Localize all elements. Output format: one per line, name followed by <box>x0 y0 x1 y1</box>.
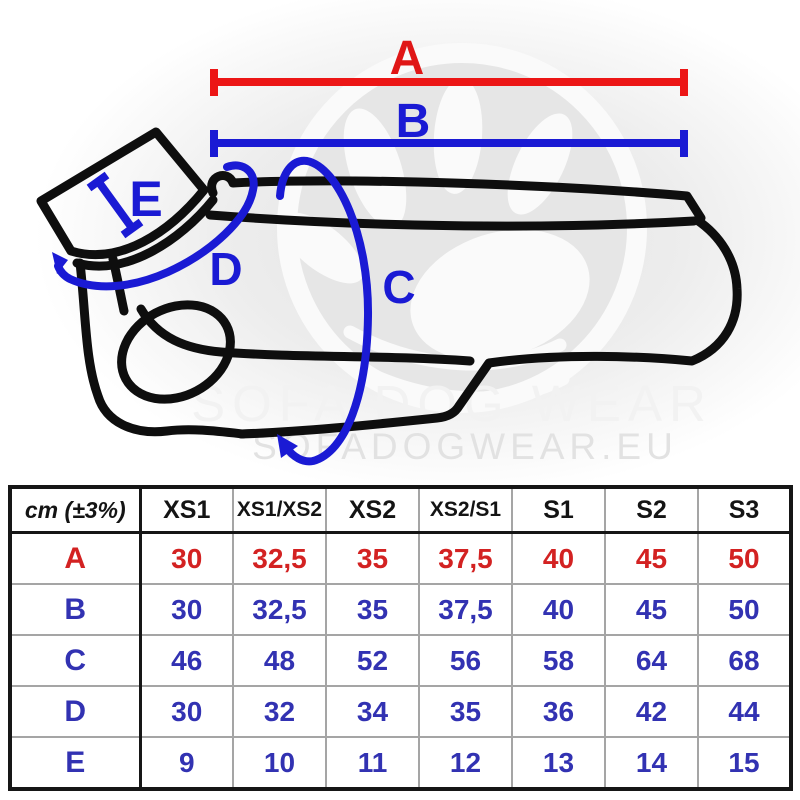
size-value: 46 <box>139 634 234 687</box>
col-header-s3: S3 <box>697 486 792 534</box>
front-edge-and-loop <box>75 258 248 439</box>
rear-and-belly <box>236 215 742 439</box>
row-label-a: A <box>9 531 142 585</box>
size-value: 52 <box>325 634 420 687</box>
dog-coat-measurement-diagram: SOFA DOG WEAR SOFADOGWEAR.EU A <box>35 0 800 480</box>
row-label-e: E <box>9 736 142 790</box>
unit-header-cell: cm (±3%) <box>9 486 142 534</box>
measure-line-e <box>86 171 144 239</box>
size-value: 45 <box>604 531 699 585</box>
chest-line <box>136 304 475 366</box>
size-value: 32 <box>232 685 327 738</box>
size-table: cm (±3%) XS1 XS1/XS2 XS2 XS2/S1 S1 S2 S3… <box>8 485 793 791</box>
size-value: 40 <box>511 583 606 636</box>
size-value: 35 <box>418 685 513 738</box>
label-e: E <box>129 171 162 227</box>
label-b: B <box>396 95 431 148</box>
size-value: 32,5 <box>232 583 327 636</box>
collar-band <box>72 195 218 271</box>
size-value: 45 <box>604 583 699 636</box>
size-value: 14 <box>604 736 699 790</box>
size-value: 15 <box>697 736 792 790</box>
dog-coat-artwork <box>36 127 742 439</box>
col-header-xs2: XS2 <box>325 486 420 534</box>
size-value: 36 <box>511 685 606 738</box>
row-label-b: B <box>9 583 142 636</box>
measure-arc-d <box>54 161 258 291</box>
col-header-xs1: XS1 <box>139 486 234 534</box>
row-label-d: D <box>9 685 142 738</box>
row-label-c: C <box>9 634 142 687</box>
measure-arc-c <box>276 156 373 466</box>
size-table-header: cm (±3%) XS1 XS1/XS2 XS2 XS2/S1 S1 S2 S3 <box>9 486 792 534</box>
label-d: D <box>209 243 242 295</box>
size-value: 9 <box>139 736 234 790</box>
size-value: 30 <box>139 685 234 738</box>
size-value: 13 <box>511 736 606 790</box>
header-row: cm (±3%) XS1 XS1/XS2 XS2 XS2/S1 S1 S2 S3 <box>9 486 792 534</box>
table-row: E 9 10 11 12 13 14 15 <box>9 736 792 790</box>
col-header-s1: S1 <box>511 486 606 534</box>
size-value: 50 <box>697 583 792 636</box>
size-table-body: A 30 32,5 35 37,5 40 45 50 B 30 32,5 35 37,5 40 45 50 C 4… <box>9 531 792 790</box>
size-value: 30 <box>139 531 234 585</box>
size-value: 48 <box>232 634 327 687</box>
size-value: 44 <box>697 685 792 738</box>
watermark-text-line1: SOFA DOG WEAR <box>191 375 713 432</box>
size-value: 35 <box>325 531 420 585</box>
back-top-line <box>207 171 706 223</box>
size-value: 11 <box>325 736 420 790</box>
size-value: 42 <box>604 685 699 738</box>
size-value: 50 <box>697 531 792 585</box>
col-header-xs1xs2: XS1/XS2 <box>232 486 327 534</box>
size-value: 37,5 <box>418 531 513 585</box>
arrowhead-c <box>277 434 298 458</box>
back-seam-line <box>205 210 699 231</box>
arrowhead-d <box>52 252 68 274</box>
size-value: 68 <box>697 634 792 687</box>
col-header-xs2s1: XS2/S1 <box>418 486 513 534</box>
size-value: 64 <box>604 634 699 687</box>
table-row: B 30 32,5 35 37,5 40 45 50 <box>9 583 792 636</box>
collar-outline <box>36 127 209 260</box>
col-header-s2: S2 <box>604 486 699 534</box>
label-c: C <box>382 261 415 313</box>
measure-line-b <box>210 130 688 157</box>
size-value: 40 <box>511 531 606 585</box>
table-row: A 30 32,5 35 37,5 40 45 50 <box>9 531 792 585</box>
size-value: 35 <box>325 583 420 636</box>
table-row: C 46 48 52 56 58 64 68 <box>9 634 792 687</box>
size-value: 12 <box>418 736 513 790</box>
size-value: 30 <box>139 583 234 636</box>
leg-hole <box>117 300 235 404</box>
measure-line-a <box>210 69 688 96</box>
size-value: 32,5 <box>232 531 327 585</box>
label-a: A <box>390 32 425 85</box>
size-value: 58 <box>511 634 606 687</box>
size-value: 34 <box>325 685 420 738</box>
size-value: 10 <box>232 736 327 790</box>
size-value: 56 <box>418 634 513 687</box>
size-value: 37,5 <box>418 583 513 636</box>
table-row: D 30 32 34 35 36 42 44 <box>9 685 792 738</box>
